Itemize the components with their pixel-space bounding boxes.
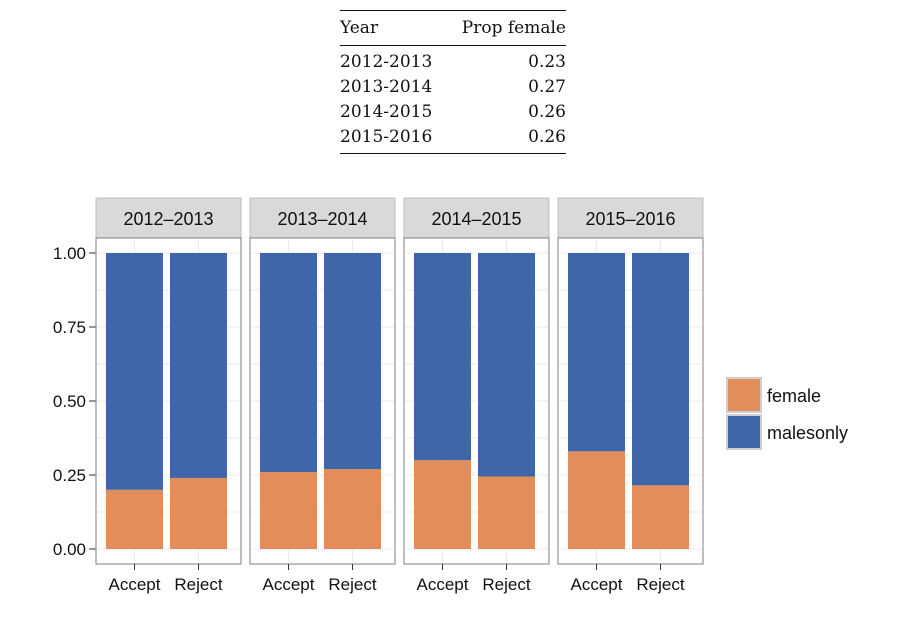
facet-strip bbox=[249, 197, 396, 239]
bar-malesonly bbox=[170, 253, 227, 478]
bar-malesonly bbox=[260, 253, 317, 473]
bar-female bbox=[568, 451, 625, 549]
y-tick-label: 0.75 bbox=[53, 318, 86, 337]
summary-table-header: Year Prop female bbox=[340, 10, 566, 46]
bar-female bbox=[106, 489, 163, 549]
bar-malesonly bbox=[478, 253, 535, 477]
bar-malesonly bbox=[106, 253, 163, 490]
x-tick-label: Reject bbox=[328, 575, 376, 594]
x-tick-label: Accept bbox=[263, 575, 315, 594]
facet-strip bbox=[557, 197, 704, 239]
facet-strip bbox=[403, 197, 550, 239]
table-cell-prop-female: 0.23 bbox=[528, 52, 566, 72]
table-cell-prop-female: 0.26 bbox=[528, 102, 566, 122]
x-tick-label: Accept bbox=[109, 575, 161, 594]
x-tick-label: Reject bbox=[636, 575, 684, 594]
column-header-prop-female: Prop female bbox=[446, 10, 566, 46]
bar-malesonly bbox=[324, 253, 381, 470]
facet-strip bbox=[95, 197, 242, 239]
x-tick-label: Reject bbox=[174, 575, 222, 594]
facet-strip-label: 2014–2015 bbox=[431, 209, 521, 229]
legend-label: malesonly bbox=[767, 423, 848, 443]
table-cell-year: 2015-2016 bbox=[340, 125, 447, 154]
bar-female bbox=[414, 460, 471, 549]
summary-table: Year Prop female 2012-2013 0.23 2013-201… bbox=[340, 10, 566, 154]
bar-female bbox=[632, 485, 689, 549]
bar-female bbox=[260, 472, 317, 549]
table-cell-prop-female: 0.27 bbox=[528, 77, 566, 97]
bar-female bbox=[170, 477, 227, 549]
column-header-year: Year bbox=[340, 10, 447, 46]
x-tick-label: Accept bbox=[417, 575, 469, 594]
legend-key-malesonly bbox=[726, 414, 762, 450]
facet-strip-label: 2012–2013 bbox=[123, 209, 213, 229]
legend-label: female bbox=[767, 386, 821, 406]
legend-key-female bbox=[726, 377, 762, 413]
table-cell-year: 2012-2013 bbox=[340, 52, 433, 72]
y-tick-label: 1.00 bbox=[53, 244, 86, 263]
bar-female bbox=[324, 469, 381, 549]
bar-malesonly bbox=[632, 253, 689, 486]
table-row: 2014-2015 0.26 bbox=[340, 100, 566, 125]
table-cell-year: 2014-2015 bbox=[340, 102, 433, 122]
bar-malesonly bbox=[568, 253, 625, 452]
table-row: 2013-2014 0.27 bbox=[340, 75, 566, 100]
bar-female bbox=[478, 476, 535, 549]
y-tick-label: 0.00 bbox=[53, 540, 86, 559]
x-tick-label: Reject bbox=[482, 575, 530, 594]
table-cell-year: 2013-2014 bbox=[340, 77, 433, 97]
y-tick-label: 0.50 bbox=[53, 392, 86, 411]
facet-strip-label: 2013–2014 bbox=[277, 209, 367, 229]
facet-strip-label: 2015–2016 bbox=[585, 209, 675, 229]
bar-malesonly bbox=[414, 253, 471, 461]
table-row: 2015-2016 0.26 bbox=[340, 125, 566, 154]
y-tick-label: 0.25 bbox=[53, 466, 86, 485]
x-tick-label: Accept bbox=[571, 575, 623, 594]
table-row: 2012-2013 0.23 bbox=[340, 46, 566, 76]
table-cell-prop-female: 0.26 bbox=[446, 125, 566, 154]
